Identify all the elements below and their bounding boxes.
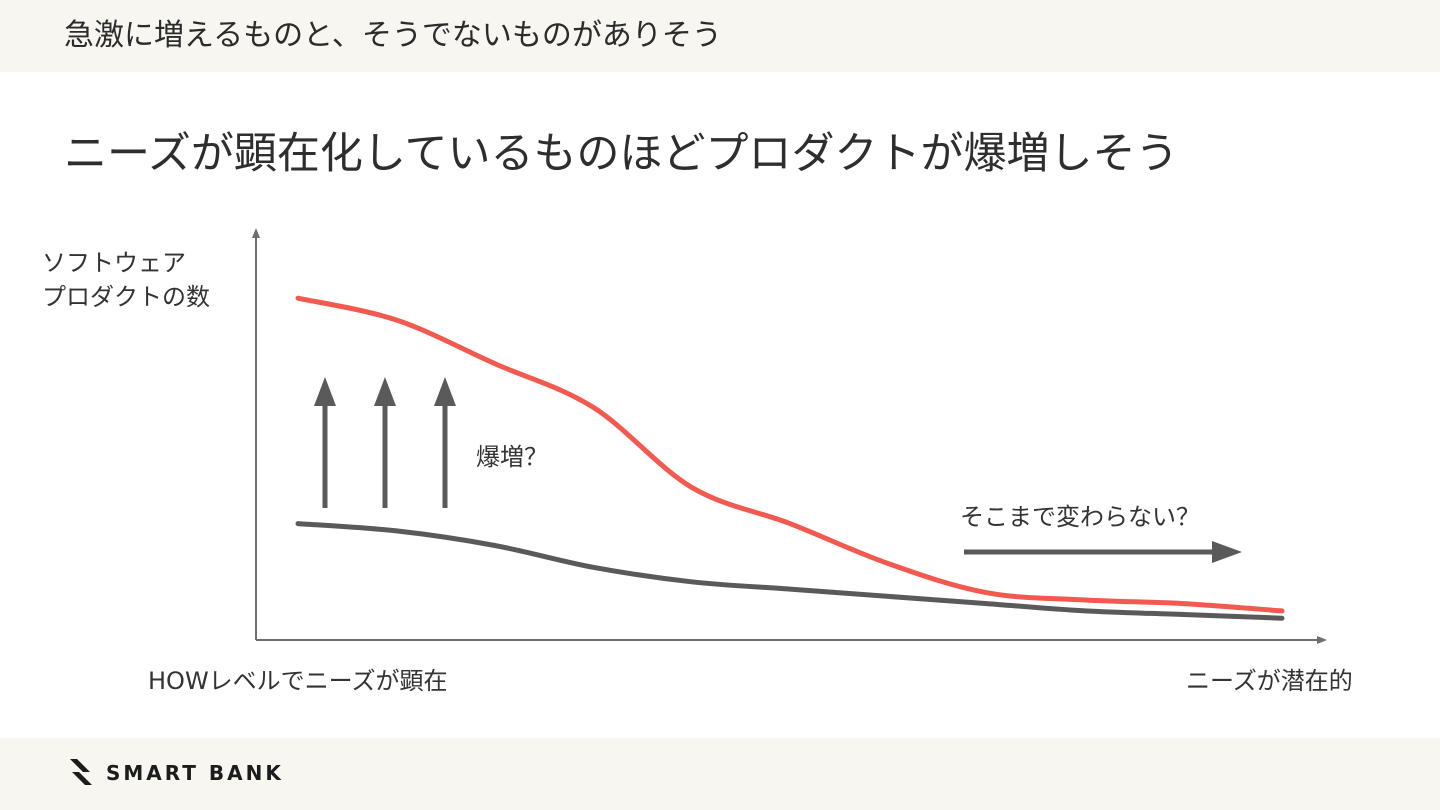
right-arrow: [964, 541, 1242, 563]
up-arrow-3: [434, 377, 456, 508]
y-axis-label-line-1: ソフトウェア: [42, 249, 186, 277]
footer-band: [0, 738, 1440, 810]
x-axis-label-right: ニーズが潜在的: [1186, 667, 1353, 695]
y-axis-label: ソフトウェア プロダクトの数: [42, 246, 210, 314]
up-arrow-1: [314, 377, 336, 508]
slide-section-title: 急激に増えるものと、そうでないものがありそう: [64, 18, 722, 53]
line-chart: [252, 228, 1327, 644]
y-axis-label-line-2: プロダクトの数: [42, 283, 210, 311]
smartbank-logo-icon: [70, 759, 92, 785]
series-line-2: [295, 521, 1285, 621]
surge-annotation: 爆増？: [476, 443, 548, 471]
header-band: 急激に増えるものと、そうでないものがありそう: [0, 0, 1440, 72]
up-arrow-2: [374, 377, 396, 508]
series-line-1: [295, 295, 1285, 614]
logo-text: SMART BANK: [106, 761, 284, 785]
unchanged-annotation: そこまで変わらない？: [960, 503, 1200, 531]
slide-headline: ニーズが顕在化しているものほどプロダクトが爆増しそう: [64, 129, 1179, 179]
x-axis-label-left: HOWレベルでニーズが顕在: [148, 667, 448, 695]
